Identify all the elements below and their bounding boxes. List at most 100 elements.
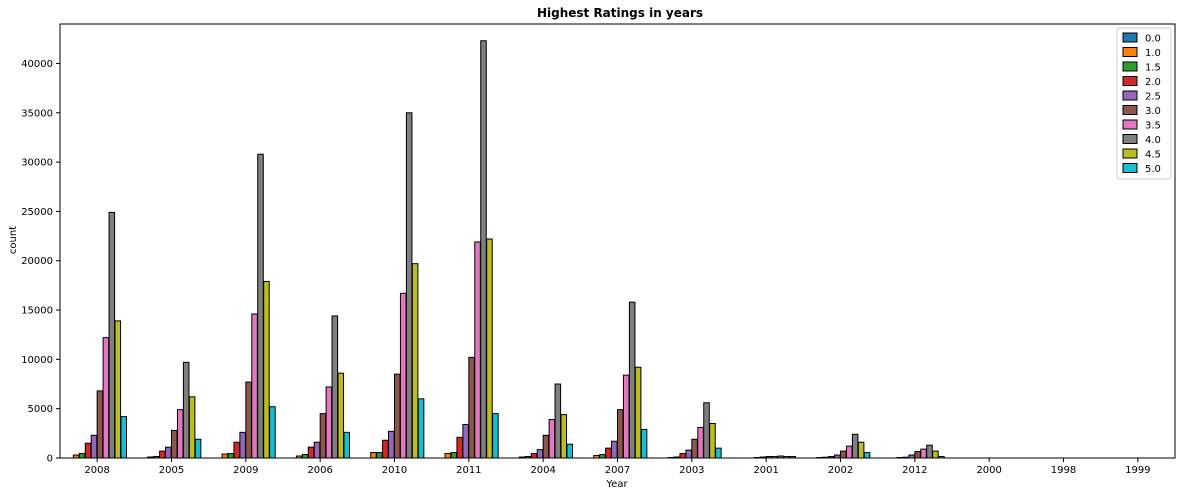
x-tick-label-2001: 2001 [753, 465, 778, 476]
legend-swatch-5.0 [1122, 163, 1138, 173]
bar-2002-3.0 [840, 450, 847, 459]
y-tick-label: 15000 [21, 306, 53, 317]
bar-2004-3.0 [542, 434, 550, 459]
x-tick-label-2010: 2010 [382, 465, 407, 476]
y-tick-label: 5000 [28, 404, 53, 415]
y-tick-label: 10000 [21, 355, 53, 366]
bar-2004-2.5 [536, 449, 544, 459]
legend-swatch-4.5 [1122, 148, 1138, 159]
bar-2010-3.5 [399, 292, 407, 459]
bar-2007-3.0 [617, 409, 624, 459]
y-tick-label: 40000 [21, 59, 53, 70]
bar-2008-1.5 [78, 453, 86, 459]
bar-2006-1.5 [301, 454, 309, 459]
bar-2010-1.0 [370, 452, 377, 459]
bar-2005-4.0 [182, 361, 190, 459]
bar-2008-4.0 [108, 211, 116, 459]
bar-2009-2.0 [233, 441, 240, 459]
bar-2004-3.5 [548, 419, 556, 459]
y-tick-label: 35000 [21, 108, 53, 119]
bar-2012-3.5 [920, 448, 927, 459]
legend-label-1.5: 1.5 [1145, 63, 1161, 74]
y-tick-label: 0 [47, 454, 53, 465]
bar-2002-5.0 [863, 452, 871, 459]
x-tick-label-1998: 1998 [1051, 465, 1076, 476]
legend-label-3.5: 3.5 [1145, 121, 1161, 132]
bar-2006-3.5 [325, 386, 333, 459]
bar-2008-2.5 [90, 434, 98, 459]
bar-2005-4.5 [188, 396, 196, 459]
bar-2003-4.0 [703, 402, 710, 459]
bar-2008-4.5 [114, 320, 122, 459]
x-tick-label-2002: 2002 [828, 465, 853, 476]
bar-2003-2.5 [685, 449, 692, 459]
bar-2009-1.5 [227, 453, 235, 459]
legend-swatch-4.0 [1122, 134, 1138, 144]
bar-2011-1.5 [450, 452, 458, 459]
bar-2007-3.5 [622, 374, 630, 459]
legend-label-5.0: 5.0 [1145, 164, 1161, 175]
bar-2009-5.0 [269, 406, 276, 459]
bar-2003-3.5 [697, 426, 704, 459]
bar-2008-3.0 [96, 390, 104, 459]
x-axis-title: Year [605, 479, 628, 490]
x-tick-label-2000: 2000 [976, 465, 1001, 476]
bar-2008-2.0 [84, 442, 92, 459]
legend-swatch-3.5 [1122, 119, 1138, 130]
bar-2012-3.0 [914, 451, 921, 459]
y-axis: 0 5000 10000 15000 20000 25000 30000 35000 40000 [21, 59, 60, 465]
bar-2010-3.0 [394, 373, 401, 459]
bar-2011-5.0 [492, 413, 499, 459]
x-tick-label-2008: 2008 [84, 465, 109, 476]
bar-2010-4.0 [405, 112, 413, 459]
y-tick-label: 20000 [21, 256, 53, 267]
bar-2003-5.0 [715, 447, 722, 459]
bar-2008-5.0 [120, 416, 127, 459]
x-tick-label-2009: 2009 [233, 465, 258, 476]
bar-2012-4.0 [926, 444, 933, 459]
bar-2011-4.5 [486, 238, 493, 459]
bar-2003-3.0 [691, 438, 698, 459]
bar-2006-2.5 [313, 441, 321, 459]
bar-2010-2.0 [382, 439, 389, 459]
bar-2012-4.5 [932, 450, 939, 459]
legend-label-1.0: 1.0 [1145, 48, 1161, 59]
bar-2007-1.5 [599, 454, 606, 459]
legend-label-2.0: 2.0 [1145, 77, 1161, 88]
bar-2007-4.5 [634, 366, 642, 459]
x-tick-label-2004: 2004 [530, 465, 555, 476]
x-tick-label-2005: 2005 [159, 465, 184, 476]
legend-swatch-0.0 [1122, 32, 1138, 43]
bar-2004-4.5 [560, 414, 568, 459]
x-tick-label-2006: 2006 [307, 465, 332, 476]
bar-2009-1.0 [221, 453, 229, 459]
bar-2004-5.0 [566, 443, 574, 459]
bar-2003-2.0 [679, 453, 686, 459]
bar-2002-4.0 [851, 433, 859, 459]
bar-2005-3.5 [176, 409, 184, 459]
bar-2006-2.0 [307, 446, 315, 459]
x-tick-label-2007: 2007 [605, 465, 630, 476]
bar-2009-3.0 [245, 381, 252, 459]
legend-swatch-3.0 [1122, 105, 1138, 115]
x-tick-label-2011: 2011 [456, 465, 481, 476]
bar-2009-4.5 [263, 280, 270, 459]
bar-2003-4.5 [709, 422, 716, 459]
bar-2005-3.0 [171, 429, 178, 459]
bar-2011-2.5 [462, 423, 469, 459]
bar-2007-2.0 [605, 447, 612, 459]
x-axis: 2008 2005 2009 2006 2010 2011 2004 2007 2003 2001… [84, 458, 1151, 476]
bar-2007-2.5 [611, 440, 618, 459]
legend: 0.0 1.0 1.5 2.0 2.5 3.0 3.5 4.0 4.5 5.0 [1116, 27, 1172, 180]
bar-2005-2.0 [159, 450, 166, 459]
bar-2007-4.0 [628, 301, 636, 459]
bar-2006-3.0 [319, 413, 327, 459]
y-tick-label: 30000 [21, 158, 53, 169]
legend-label-4.0: 4.0 [1145, 135, 1161, 146]
bar-2006-5.0 [343, 431, 351, 459]
legend-swatch-2.5 [1122, 90, 1138, 101]
y-tick-label: 25000 [21, 207, 53, 218]
bar-2006-4.0 [331, 315, 339, 459]
bar-2011-4.0 [480, 40, 487, 459]
x-tick-label-2012: 2012 [902, 465, 927, 476]
